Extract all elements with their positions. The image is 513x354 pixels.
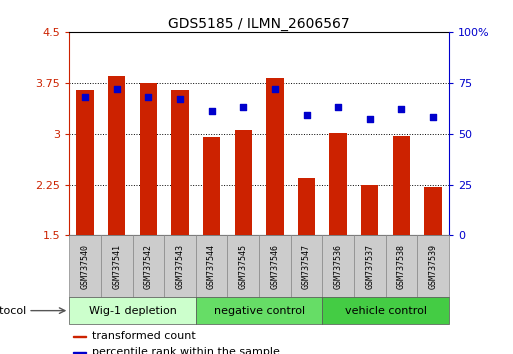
Bar xyxy=(424,187,442,235)
Bar xyxy=(132,235,164,297)
Text: Wig-1 depletion: Wig-1 depletion xyxy=(89,306,176,316)
Bar xyxy=(386,235,417,297)
Text: GSM737546: GSM737546 xyxy=(270,244,280,289)
Point xyxy=(429,115,437,120)
Bar xyxy=(76,90,94,235)
Bar xyxy=(354,235,386,297)
Point xyxy=(81,94,89,100)
Point xyxy=(113,86,121,92)
Text: GSM737538: GSM737538 xyxy=(397,244,406,289)
Bar xyxy=(73,352,86,353)
Text: GSM737542: GSM737542 xyxy=(144,244,153,289)
Text: GSM737540: GSM737540 xyxy=(81,244,90,289)
Bar xyxy=(361,185,379,235)
Title: GDS5185 / ILMN_2606567: GDS5185 / ILMN_2606567 xyxy=(168,17,350,31)
Bar xyxy=(73,336,86,337)
Bar xyxy=(196,297,322,324)
Bar xyxy=(298,178,315,235)
Bar xyxy=(417,235,449,297)
Bar xyxy=(101,235,132,297)
Text: protocol: protocol xyxy=(0,306,27,316)
Point xyxy=(271,86,279,92)
Bar xyxy=(171,90,189,235)
Text: GSM737536: GSM737536 xyxy=(333,244,343,289)
Bar xyxy=(69,297,196,324)
Point xyxy=(366,116,374,122)
Bar xyxy=(329,133,347,235)
Point xyxy=(334,104,342,110)
Point xyxy=(144,94,152,100)
Bar xyxy=(266,78,284,235)
Bar xyxy=(322,235,354,297)
Bar xyxy=(393,136,410,235)
Bar xyxy=(108,76,125,235)
Text: GSM737547: GSM737547 xyxy=(302,244,311,289)
Text: GSM737537: GSM737537 xyxy=(365,244,374,289)
Point xyxy=(302,113,310,118)
Bar xyxy=(234,130,252,235)
Point xyxy=(176,96,184,102)
Text: GSM737544: GSM737544 xyxy=(207,244,216,289)
Point xyxy=(397,106,405,112)
Point xyxy=(207,108,215,114)
Text: GSM737545: GSM737545 xyxy=(239,244,248,289)
Bar xyxy=(291,235,322,297)
Bar xyxy=(227,235,259,297)
Text: percentile rank within the sample: percentile rank within the sample xyxy=(92,347,280,354)
Bar xyxy=(203,137,220,235)
Text: GSM737541: GSM737541 xyxy=(112,244,121,289)
Bar xyxy=(164,235,196,297)
Text: transformed count: transformed count xyxy=(92,331,196,341)
Text: vehicle control: vehicle control xyxy=(345,306,427,316)
Bar xyxy=(196,235,227,297)
Bar xyxy=(69,235,101,297)
Bar xyxy=(259,235,291,297)
Bar xyxy=(140,83,157,235)
Text: GSM737543: GSM737543 xyxy=(175,244,185,289)
Text: GSM737539: GSM737539 xyxy=(428,244,438,289)
Text: negative control: negative control xyxy=(213,306,305,316)
Point xyxy=(239,104,247,110)
Bar xyxy=(322,297,449,324)
